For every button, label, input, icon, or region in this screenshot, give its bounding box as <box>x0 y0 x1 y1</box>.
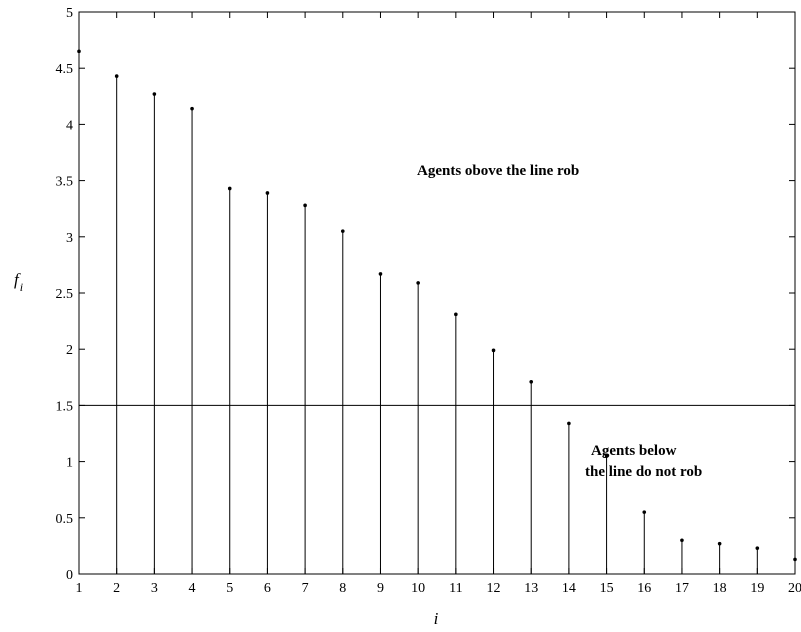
stem-marker <box>642 510 647 514</box>
x-tick-label: 14 <box>562 581 576 596</box>
stem-marker <box>303 203 307 208</box>
stem-marker <box>416 281 420 285</box>
y-axis-label: fi <box>14 270 23 294</box>
annotation-above: Agents obove the line rob <box>417 163 579 179</box>
y-tick-label: 3 <box>66 231 73 246</box>
x-tick-label: 2 <box>113 581 120 596</box>
stem-marker <box>567 421 571 426</box>
y-tick-label: 5 <box>66 6 73 21</box>
stem-marker <box>190 106 194 111</box>
stem-marker <box>454 312 458 317</box>
y-tick-label: 2 <box>66 343 73 358</box>
x-tick-label: 8 <box>339 581 346 596</box>
x-tick-label: 7 <box>302 581 309 596</box>
stem-marker <box>604 454 609 458</box>
plot-frame <box>78 11 796 575</box>
stem-marker <box>717 541 722 546</box>
stem-marker <box>265 191 270 195</box>
x-tick-label: 3 <box>151 581 158 596</box>
stem-marker <box>378 272 383 276</box>
y-axis-label-subscript: i <box>20 280 23 294</box>
y-tick-label: 4 <box>66 118 73 133</box>
x-tick-label: 12 <box>487 581 501 596</box>
y-tick-label: 3.5 <box>56 175 74 190</box>
y-tick-label: 1.5 <box>56 399 74 414</box>
y-tick-label: 4.5 <box>56 62 74 77</box>
y-axis-label-base: f <box>14 270 21 289</box>
stem-marker <box>491 348 496 353</box>
stem-marker <box>227 186 232 191</box>
x-tick-label: 9 <box>377 581 384 596</box>
x-tick-label: 15 <box>600 581 614 596</box>
y-tick-label: 0 <box>66 568 73 583</box>
stem-marker <box>755 546 760 550</box>
x-tick-label: 6 <box>264 581 271 596</box>
x-tick-label: 11 <box>449 581 462 596</box>
annotation-below-line1: Agents below <box>591 443 677 459</box>
y-tick-label: 0.5 <box>56 512 74 527</box>
stem-marker <box>680 538 684 543</box>
x-tick-label: 5 <box>226 581 233 596</box>
x-tick-label: 13 <box>524 581 538 596</box>
stems-group <box>77 49 797 574</box>
y-tick-label: 2.5 <box>56 287 74 302</box>
stem-marker <box>529 379 534 384</box>
x-axis-label: i <box>434 609 439 628</box>
x-tick-label: 20 <box>788 581 801 596</box>
x-tick-label: 18 <box>713 581 727 596</box>
axes-group: 1 2 3 4 5 6 7 8 9 10 11 12 13 14 15 16 17 18 19 2000.511.52… <box>56 6 801 596</box>
stem-marker <box>152 92 157 96</box>
x-tick-label: 17 <box>675 581 689 596</box>
y-tick-label: 1 <box>66 456 73 471</box>
x-tick-label: 4 <box>189 581 196 596</box>
x-tick-label: 16 <box>637 581 651 596</box>
x-tick-label: 1 <box>76 581 83 596</box>
stem-marker <box>340 229 345 233</box>
annotation-below-line2: the line do not rob <box>585 464 702 480</box>
x-tick-label: 10 <box>411 581 425 596</box>
x-tick-label: 19 <box>750 581 764 596</box>
stem-marker <box>114 74 119 78</box>
